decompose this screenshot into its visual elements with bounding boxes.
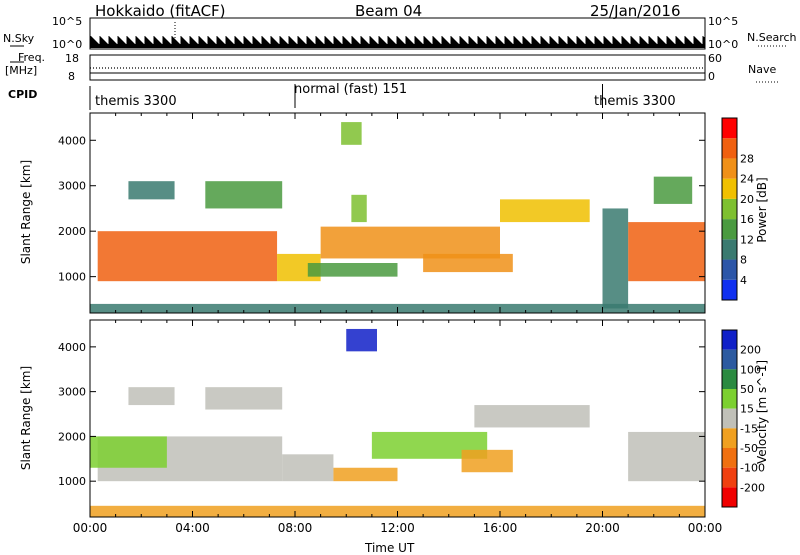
velocity-region <box>628 431 705 482</box>
power-colorbar-swatch <box>722 259 737 280</box>
freq-label: Freq. <box>18 51 46 64</box>
velocity-ytick-label: 1000 <box>58 475 86 488</box>
power-region <box>128 181 175 200</box>
velocity-colorbar-swatch <box>722 428 737 448</box>
power-region <box>320 226 500 259</box>
nsky-tick-top: 10^5 <box>52 15 83 28</box>
power-region <box>423 253 513 273</box>
nsky-trace <box>90 36 705 48</box>
date-title: 25/Jan/2016 <box>590 2 681 20</box>
beam-title: Beam 04 <box>355 2 423 20</box>
power-colorbar-tick: 4 <box>740 274 747 287</box>
velocity-region <box>90 436 167 468</box>
velocity-region <box>461 449 513 473</box>
cpid-segment-2: normal (fast) 151 <box>294 82 408 97</box>
nsky-panel-frame <box>89 17 706 50</box>
velocity-colorbar-tick: -100 <box>740 462 765 475</box>
power-region <box>97 231 278 282</box>
freq-tick-bottom: 8 <box>68 70 75 83</box>
power-region <box>653 176 693 204</box>
power-colorbar-swatch <box>722 279 737 300</box>
velocity-colorbar-swatch <box>722 349 737 370</box>
velocity-colorbar-swatch <box>722 467 737 488</box>
velocity-colorbar-swatch <box>722 369 737 389</box>
freq-unit: [MHz] <box>5 64 38 77</box>
velocity-ytick-label: 4000 <box>58 341 86 354</box>
velocity-colorbar-swatch <box>722 448 737 468</box>
nave-tick-top: 60 <box>708 52 722 65</box>
cpid-label: CPID <box>8 88 38 101</box>
velocity-region <box>282 454 334 482</box>
power-region <box>602 208 629 309</box>
velocity-colorbar-tick: -15 <box>740 422 758 435</box>
velocity-ytick-label: 3000 <box>58 386 86 399</box>
nsearch-tick-bottom: 10^0 <box>708 38 739 51</box>
velocity-colorbar-tick: 15 <box>740 403 754 416</box>
power-colorbar-frame <box>721 117 738 301</box>
cpid-segment-1: themis 3300 <box>95 94 177 109</box>
power-colorbar-tick: 16 <box>740 213 754 226</box>
time-tick-label: 16:00 <box>483 521 518 535</box>
cpid-segment-3: themis 3300 <box>594 94 676 109</box>
power-colorbar-tick: 24 <box>740 173 754 186</box>
power-colorbar-swatch <box>722 198 737 220</box>
velocity-region <box>205 387 283 410</box>
nsearch-label: N.Search <box>747 31 797 44</box>
velocity-heatmap-group <box>90 328 705 517</box>
power-colorbar-swatch <box>722 219 737 240</box>
radar-title: Hokkaido (fitACF) <box>95 2 226 20</box>
freq-tick-top: 18 <box>65 52 79 65</box>
time-tick-label: 12:00 <box>380 521 415 535</box>
time-tick-label: 08:00 <box>278 521 313 535</box>
power-region <box>500 199 590 223</box>
power-region <box>205 181 283 209</box>
time-axis-label: Time UT <box>365 541 415 555</box>
nave-tick-bottom: 0 <box>708 70 715 83</box>
power-ytick-label: 3000 <box>58 180 86 193</box>
power-colorbar-swatch <box>722 138 737 159</box>
power-colorbar-tick: 8 <box>740 254 747 267</box>
nsearch-tick-top: 10^5 <box>708 15 739 28</box>
velocity-colorbar-swatch <box>722 330 737 350</box>
power-colorbar-tick: 12 <box>740 233 754 246</box>
power-heatmap-group <box>90 122 705 313</box>
power-colorbar-swatch <box>722 239 737 260</box>
power-colorbar-tick: 28 <box>740 152 754 165</box>
power-colorbar-tick: 20 <box>740 193 754 206</box>
time-tick-label: 04:00 <box>175 521 210 535</box>
velocity-panel-frame <box>89 319 706 518</box>
velocity-colorbar-swatch <box>722 487 737 507</box>
power-ytick-label: 1000 <box>58 271 86 284</box>
velocity-colorbar-swatch <box>722 389 737 409</box>
nsky-label: N.Sky <box>3 32 35 45</box>
time-tick-label: 00:00 <box>688 521 723 535</box>
velocity-colorbar-tick: -200 <box>740 481 765 494</box>
velocity-region <box>346 328 377 352</box>
time-tick-label: 00:00 <box>73 521 108 535</box>
power-region <box>307 263 398 277</box>
power-colorbar-swatch <box>722 118 737 139</box>
velocity-region <box>474 405 590 428</box>
velocity-region <box>128 387 175 406</box>
velocity-colorbar-tick: 100 <box>740 363 761 376</box>
power-ytick-label: 2000 <box>58 225 86 238</box>
power-colorbar-swatch <box>722 178 737 199</box>
nsky-tick-bottom: 10^0 <box>52 38 83 51</box>
velocity-colorbar-tick: 50 <box>740 383 754 396</box>
power-region <box>351 194 367 223</box>
velocity-region <box>333 467 398 482</box>
time-tick-label: 20:00 <box>585 521 620 535</box>
velocity-colorbar-tick: -50 <box>740 442 758 455</box>
nave-label: Nave <box>748 63 777 76</box>
power-region <box>341 122 362 145</box>
velocity-colorbar-swatch <box>722 408 737 429</box>
velocity-colorbar-tick: 200 <box>740 344 761 357</box>
velocity-ytick-label: 2000 <box>58 430 86 443</box>
power-colorbar-swatch <box>722 158 737 179</box>
power-ytick-label: 4000 <box>58 134 86 147</box>
power-region <box>628 222 705 282</box>
velocity-colorbar-frame <box>721 329 738 508</box>
